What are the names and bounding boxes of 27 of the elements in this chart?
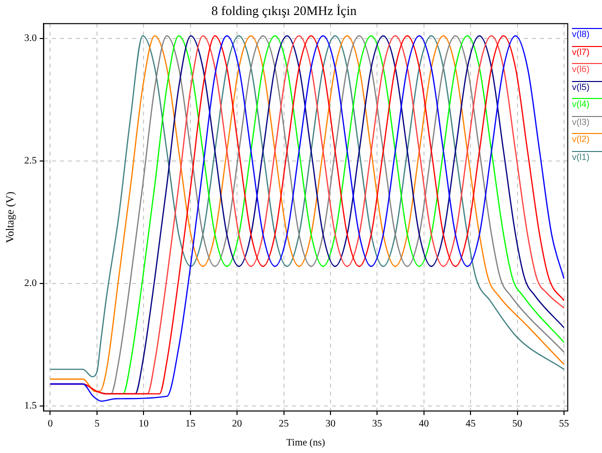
x-tick-label: 55 <box>558 418 569 430</box>
legend-label: v(l1) <box>572 150 602 162</box>
x-tick-label: 40 <box>418 418 429 430</box>
x-tick-label: 25 <box>278 418 289 430</box>
legend-label: v(l4) <box>572 98 602 109</box>
x-tick-label: 30 <box>325 418 336 430</box>
x-tick-label: 45 <box>466 418 476 430</box>
x-tick-label: 50 <box>512 418 522 430</box>
legend-label: v(l8) <box>572 28 602 39</box>
chart-title: 8 folding çıkışı 20MHz İçin <box>211 3 358 18</box>
x-tick-label: 35 <box>372 418 382 430</box>
y-tick-label: 2.5 <box>24 156 37 167</box>
legend-label: v(l6) <box>572 63 602 74</box>
legend-label: v(l2) <box>572 133 602 144</box>
x-tick-label: 15 <box>185 418 196 430</box>
x-axis-title: Time (ns) <box>286 438 326 449</box>
x-tick-label: 5 <box>94 418 100 430</box>
x-tick-label: 10 <box>138 418 149 430</box>
x-tick-label: 0 <box>48 418 53 430</box>
y-axis-title: Voltage (V) <box>4 191 16 244</box>
x-tick-label: 20 <box>232 418 242 430</box>
y-tick-label: 2.0 <box>24 278 37 290</box>
y-tick-label: 1.5 <box>24 400 37 412</box>
y-tick-label: 3.0 <box>24 32 37 44</box>
legend-label: v(l7) <box>572 46 602 56</box>
legend-label: v(l5) <box>572 80 602 92</box>
legend-label: v(l3) <box>572 116 602 126</box>
